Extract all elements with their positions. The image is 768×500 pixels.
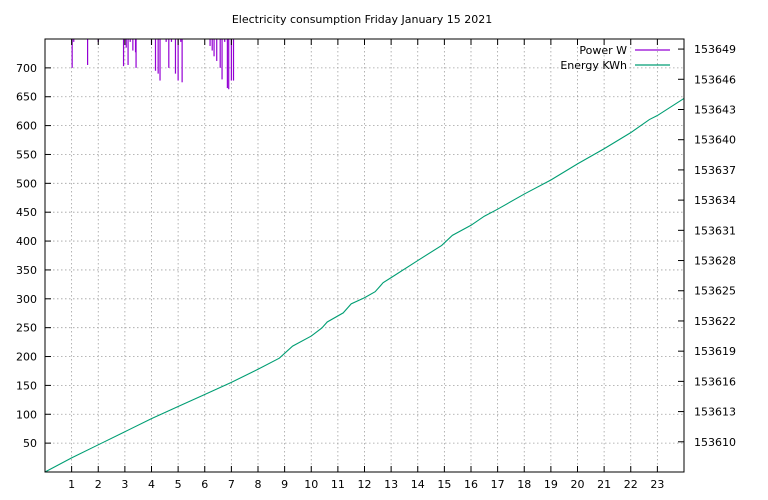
x-tick-label: 2: [95, 478, 102, 491]
y2-tick-label: 153622: [694, 315, 736, 328]
y-tick-label: 50: [23, 437, 37, 450]
y-tick-label: 700: [16, 62, 37, 75]
y2-tick-label: 153649: [694, 43, 736, 56]
y-tick-label: 450: [16, 206, 37, 219]
y2-tick-label: 153628: [694, 255, 736, 268]
legend-label: Energy KWh: [560, 59, 627, 72]
x-tick-label: 1: [68, 478, 75, 491]
y-tick-label: 300: [16, 293, 37, 306]
y-tick-label: 500: [16, 177, 37, 190]
x-tick-label: 8: [255, 478, 262, 491]
x-tick-label: 16: [464, 478, 478, 491]
x-tick-label: 21: [597, 478, 611, 491]
y-tick-label: 150: [16, 379, 37, 392]
y2-tick-label: 153646: [694, 73, 736, 86]
y2-tick-label: 153637: [694, 164, 736, 177]
series-power-w: [71, 39, 235, 90]
x-tick-label: 22: [624, 478, 638, 491]
y2-tick-label: 153616: [694, 375, 736, 388]
y2-tick-label: 153634: [694, 194, 736, 207]
x-tick-label: 9: [281, 478, 288, 491]
x-tick-label: 17: [491, 478, 505, 491]
x-tick-label: 14: [411, 478, 425, 491]
y-tick-label: 100: [16, 408, 37, 421]
legend-label: Power W: [579, 44, 627, 57]
y-tick-label: 250: [16, 322, 37, 335]
x-tick-label: 6: [201, 478, 208, 491]
y-tick-label: 200: [16, 351, 37, 364]
x-tick-label: 7: [228, 478, 235, 491]
axes: 1 2 3 4 5 6 7 8 9 10 11 12 13 14 15 16 17 18 19 20 21 22 23501…: [16, 39, 736, 491]
y-tick-label: 350: [16, 264, 37, 277]
y-tick-label: 650: [16, 91, 37, 104]
x-tick-label: 23: [650, 478, 664, 491]
energy-line: [44, 97, 685, 473]
y2-tick-label: 153631: [694, 224, 736, 237]
grid: [45, 39, 684, 472]
x-tick-label: 20: [571, 478, 585, 491]
y2-tick-label: 153640: [694, 134, 736, 147]
y2-tick-label: 153613: [694, 406, 736, 419]
x-tick-label: 15: [437, 478, 451, 491]
x-tick-label: 19: [544, 478, 558, 491]
y2-tick-label: 153619: [694, 345, 736, 358]
x-tick-label: 13: [384, 478, 398, 491]
x-tick-label: 4: [148, 478, 155, 491]
x-tick-label: 10: [304, 478, 318, 491]
y2-tick-label: 153625: [694, 285, 736, 298]
y2-tick-label: 153643: [694, 103, 736, 116]
y-tick-label: 550: [16, 148, 37, 161]
y-tick-label: 400: [16, 235, 37, 248]
x-tick-label: 12: [358, 478, 372, 491]
x-tick-label: 18: [517, 478, 531, 491]
legend: Power W Energy KWh: [560, 44, 670, 72]
x-tick-label: 5: [175, 478, 182, 491]
y-tick-label: 600: [16, 120, 37, 133]
series-energy-kwh: [44, 97, 685, 473]
x-tick-label: 3: [121, 478, 128, 491]
chart-title: Electricity consumption Friday January 1…: [232, 13, 492, 26]
y2-tick-label: 153610: [694, 436, 736, 449]
x-tick-label: 11: [331, 478, 345, 491]
